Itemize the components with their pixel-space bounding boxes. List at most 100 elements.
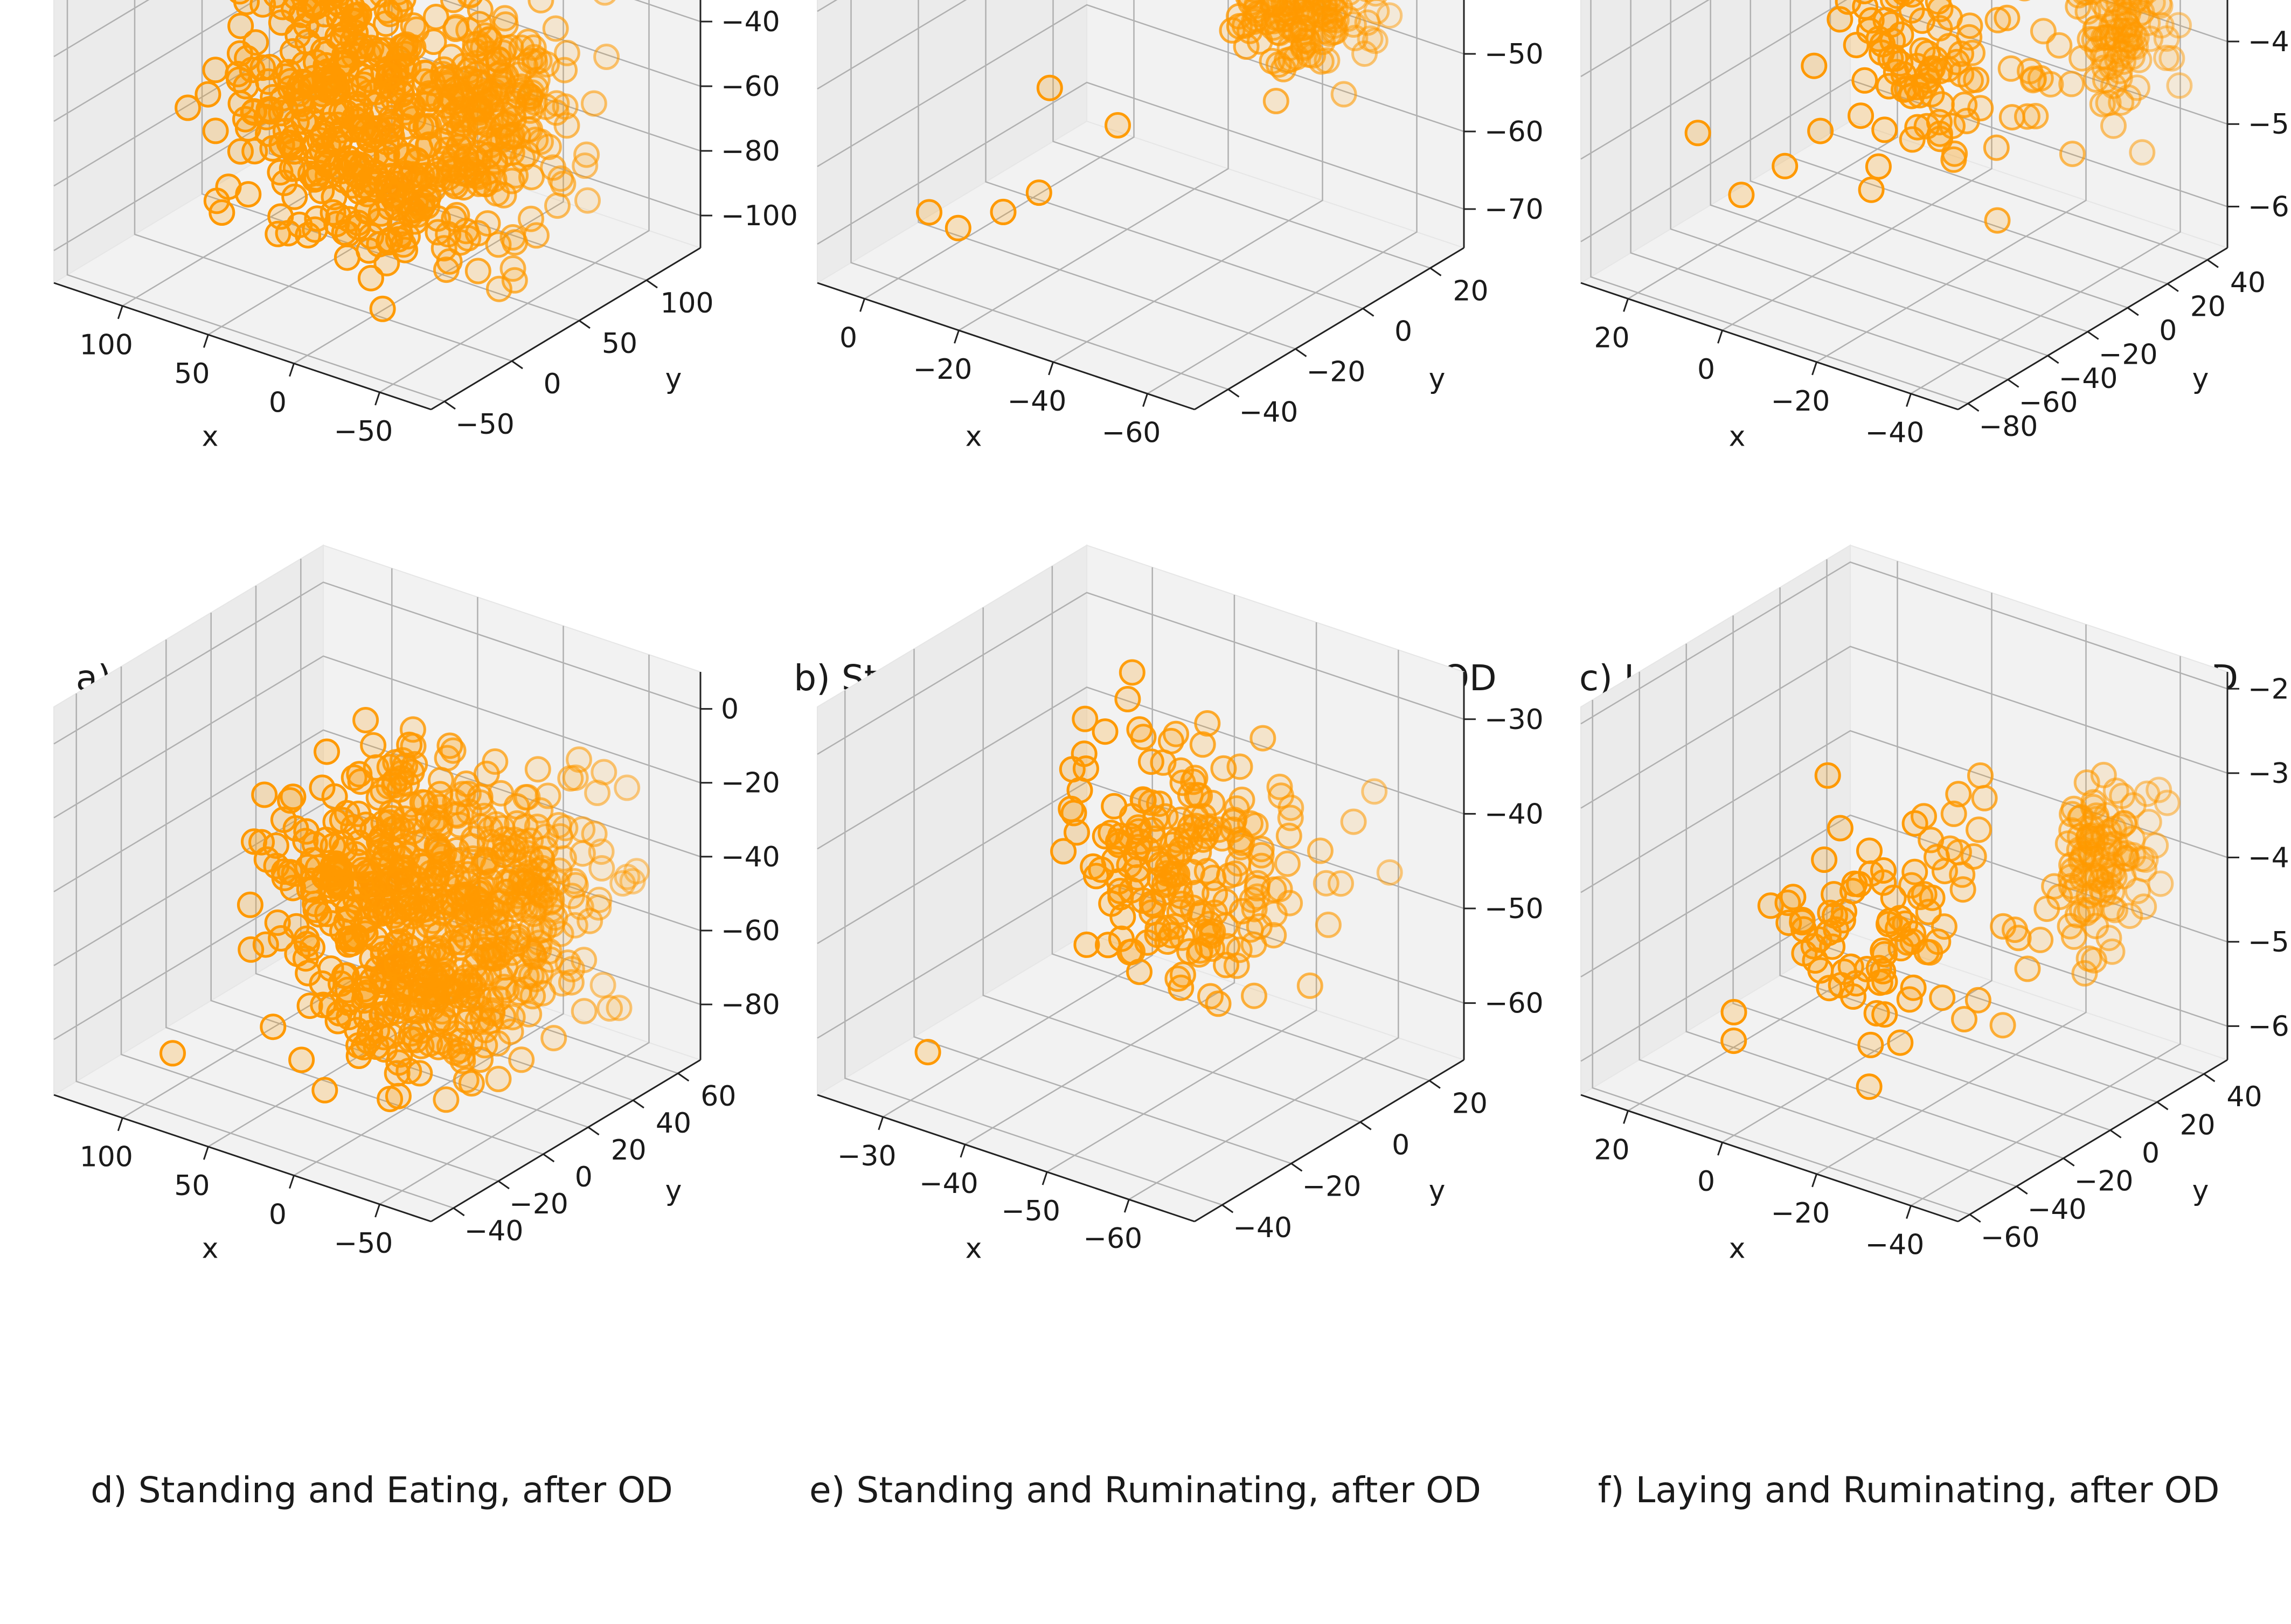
data-point [574,187,601,214]
grid-line-y [1670,0,2049,357]
grid-line-z [1580,899,2228,1062]
data-point [1095,932,1121,959]
data-point [400,106,427,133]
scatter3d-f: −40−20020−60−40−2002040−20−30−40−50−60xy… [1579,544,2291,1265]
x-tick-mark [117,306,123,320]
data-point [357,265,384,292]
x-tick-mark [960,1144,966,1158]
data-point [1176,938,1203,965]
data-point [288,1046,315,1073]
data-point [320,832,346,859]
data-point [308,177,335,204]
data-point [260,1014,287,1040]
data-point [390,33,416,60]
data-point [459,833,485,860]
x-tick-mark [859,298,865,312]
data-point [1168,974,1195,1001]
data-point [1971,785,1998,811]
grid-line-x [379,0,650,393]
grid-line-z [1580,646,2228,809]
data-point [252,931,279,958]
data-point [1244,875,1271,901]
x-tick-mark [1906,1205,1912,1219]
data-point [508,1046,535,1073]
y-axis-label: y [665,1175,682,1207]
data-point [227,138,254,165]
z-tick-label: −50 [2248,926,2291,959]
data-point [1882,45,1908,72]
data-point [215,173,242,200]
data-point [2058,71,2085,98]
data-point [281,183,308,210]
x-tick-label: 100 [80,329,133,362]
data-point [2068,45,2095,72]
data-point [436,1033,463,1060]
grid-line-x [883,567,1153,1118]
data-point [1684,120,1711,147]
data-point [614,774,641,801]
grid-line-z [53,803,701,967]
data-point [241,828,267,855]
side-pane [1580,0,1851,284]
data-point [1871,116,1898,143]
data-point [2166,72,2193,99]
grid-line-z [53,0,701,58]
data-point [296,993,323,1019]
data-point [1340,808,1367,835]
data-point [306,901,332,928]
data-point [433,1086,460,1113]
data-point [2057,913,2084,940]
data-point [348,116,374,143]
back-pane [1086,0,1464,249]
grid-line-y [134,0,512,362]
y-axis-line [1957,1059,2228,1223]
data-point [1262,88,1289,114]
data-point [1876,907,1903,934]
data-point [1108,925,1135,952]
z-tick-label: −30 [2248,758,2291,790]
z-tick-label: −70 [1484,193,1544,226]
y-tick-label: 40 [2230,267,2266,299]
x-tick-label: −40 [1008,385,1067,418]
data-point [1940,800,1967,827]
x-tick-label: −20 [1771,1197,1830,1230]
y-tick-mark [1359,1121,1372,1130]
y-tick-label: 50 [602,328,637,360]
grid-line-z [817,592,1464,755]
data-point [2130,893,2157,920]
data-point [2089,91,2116,117]
data-point [417,875,444,902]
data-point [1088,856,1115,883]
data-point [1926,120,1953,147]
data-point [1194,710,1221,737]
data-point [1814,762,1841,789]
data-point [436,248,463,275]
data-point [591,759,617,786]
data-point [248,829,275,856]
grid-line-y [1630,0,2008,380]
data-point [1863,1000,1890,1027]
x-axis-line [817,282,1195,411]
data-point [1802,947,1829,974]
x-axis-line [53,1094,432,1223]
data-point [195,81,221,108]
x-tick-mark [1811,362,1817,376]
y-tick-label: −40 [2028,1193,2087,1226]
data-point [589,971,616,998]
data-point [558,969,585,996]
data-point [1137,748,1164,775]
data-point [1960,843,1987,870]
y-tick-label: 0 [575,1161,593,1193]
grid-line-y [1829,0,2208,261]
grid-line-y [210,613,589,1128]
data-point [392,160,419,187]
data-point [1856,837,1883,864]
data-point [1841,870,1868,897]
data-point [380,182,407,209]
data-point [344,1017,371,1044]
y-tick-mark [1221,1204,1234,1213]
y-tick-label: 20 [2179,1109,2215,1141]
grid-line-y [982,607,1361,1123]
data-point [501,267,528,294]
